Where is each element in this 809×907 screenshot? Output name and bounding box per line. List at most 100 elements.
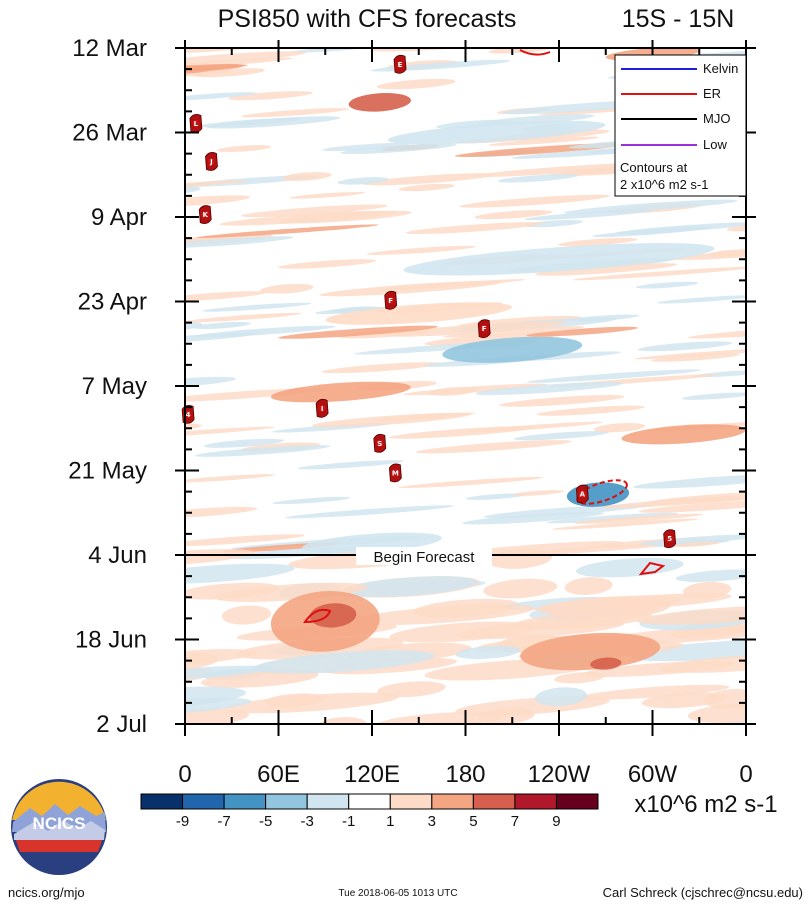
- legend-note-line2: 2 x10^6 m2 s-1: [620, 177, 708, 192]
- forecast-label-bg: [356, 547, 492, 565]
- anomaly-streak: [483, 578, 558, 599]
- anomaly-streak: [546, 512, 679, 524]
- logo-band: [16, 840, 102, 852]
- anomaly-streak: [185, 321, 203, 332]
- anomaly-streak: [416, 440, 572, 454]
- anomaly-streak: [478, 707, 535, 724]
- anomaly-streak: [194, 445, 331, 457]
- legend-label-er: ER: [703, 86, 721, 101]
- anomaly-patch: [348, 92, 411, 112]
- anomaly-patch: [590, 657, 622, 670]
- anomaly-streak: [575, 557, 684, 578]
- colorbar-label: 9: [552, 813, 560, 830]
- anomaly-streak: [203, 438, 285, 448]
- er-contour: [303, 608, 332, 624]
- storm-label: M: [392, 469, 399, 477]
- colorbar-units: x10^6 m2 s-1: [634, 791, 777, 818]
- anomaly-streak: [221, 605, 272, 625]
- colorbar: -9 -7 -5 -3 -1 1 3 5 7 9: [140, 793, 599, 830]
- ncics-logo: NCICS: [11, 779, 107, 875]
- storm-label: I: [321, 405, 324, 413]
- anomaly-streak: [192, 68, 265, 78]
- colorbar-label: -7: [217, 813, 230, 830]
- anomaly-streak: [512, 611, 653, 630]
- anomaly-streak: [202, 302, 312, 312]
- colorbar-label: 1: [386, 813, 394, 830]
- anomaly-streak: [337, 177, 389, 185]
- x-tick-label: 180: [445, 761, 485, 788]
- legend-label-low: Low: [703, 137, 727, 152]
- x-tick-label: 120E: [344, 761, 400, 788]
- anomaly-streak: [196, 224, 379, 238]
- x-tick-label: 0: [178, 761, 191, 788]
- anomaly-streak: [574, 513, 703, 524]
- storm-eye: [192, 119, 200, 128]
- storm-marker: M: [388, 463, 402, 483]
- anomaly-streak: [311, 412, 471, 428]
- colorbar-swatch: [265, 793, 308, 810]
- legend: Kelvin ER MJO Low Contours at 2 x10^6 m2…: [614, 54, 747, 197]
- anomaly-streak: [453, 541, 625, 557]
- anomaly-streak: [462, 511, 605, 525]
- anomaly-streak: [185, 665, 274, 681]
- legend-note-line1: Contours at: [620, 160, 688, 175]
- storm-eye: [184, 410, 192, 419]
- anomaly-streak: [185, 426, 276, 439]
- anomaly-streak: [362, 173, 495, 186]
- anomaly-streak: [526, 369, 702, 383]
- storm-label: S: [377, 440, 382, 448]
- storm-eye: [386, 296, 395, 305]
- y-tick-label: 21 May: [68, 458, 147, 485]
- anomaly-streak: [638, 500, 746, 513]
- y-tick-label: 4 Jun: [88, 542, 147, 569]
- anomaly-streak: [499, 395, 625, 407]
- y-tick-label: 9 Apr: [91, 204, 147, 231]
- anomaly-streak: [536, 405, 645, 416]
- anomaly-streak: [289, 191, 366, 199]
- anomaly-streak: [635, 281, 699, 289]
- y-tick-label: 26 Mar: [72, 120, 147, 147]
- colorbar-swatch: [348, 793, 391, 810]
- storm-label: F: [482, 325, 487, 333]
- anomaly-streak: [675, 569, 746, 582]
- anomaly-streak: [488, 136, 600, 146]
- storm-marker: E: [393, 54, 407, 74]
- colorbar-swatch: [140, 793, 184, 810]
- anomaly-streak: [687, 326, 746, 339]
- anomaly-streak: [185, 64, 248, 76]
- anomaly-streak: [681, 392, 746, 400]
- anomaly-streak: [651, 353, 740, 362]
- anomaly-streak: [405, 222, 543, 235]
- storm-eye: [391, 469, 400, 477]
- anomaly-streak: [672, 247, 746, 260]
- y-tick-label: 12 Mar: [72, 35, 147, 62]
- anomaly-streak: [366, 245, 476, 256]
- anomaly-streak: [629, 639, 746, 662]
- anomaly-streak: [579, 684, 730, 700]
- anomaly-streak: [376, 711, 507, 724]
- logo-text: NCICS: [33, 814, 86, 833]
- anomaly-streak: [593, 423, 646, 433]
- anomaly-streak: [428, 387, 478, 396]
- storm-marker: A: [575, 484, 589, 504]
- anomaly-streak: [572, 266, 746, 281]
- anomaly-streak: [185, 563, 295, 584]
- anomaly-streak: [467, 421, 603, 433]
- legend-label-mjo: MJO: [703, 111, 730, 126]
- colorbar-label: -9: [176, 813, 189, 830]
- anomaly-streak: [477, 114, 595, 126]
- y-tick-label: 2 Jul: [96, 711, 147, 738]
- anomaly-streak: [660, 654, 746, 673]
- storm-eye: [665, 534, 674, 543]
- storm-marker: J: [205, 152, 218, 171]
- anomaly-streak: [398, 476, 544, 489]
- anomaly-streak: [253, 650, 435, 674]
- anomaly-streak: [185, 332, 258, 344]
- storm-label: J: [209, 158, 213, 166]
- anomaly-streak: [634, 348, 746, 360]
- anomaly-streak: [524, 219, 584, 228]
- logo-ridge: [14, 820, 105, 840]
- anomaly-streak: [398, 183, 455, 192]
- anomaly-patch: [442, 336, 583, 363]
